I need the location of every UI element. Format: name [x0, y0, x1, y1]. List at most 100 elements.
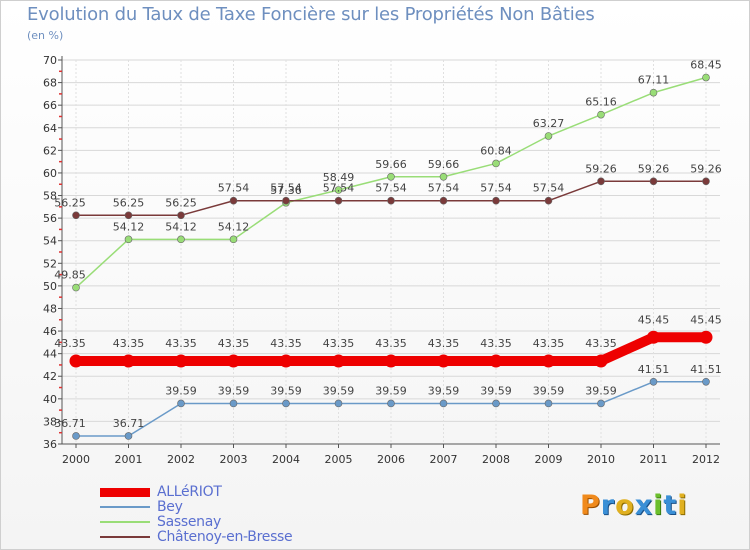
- data-label: 54.12: [218, 220, 250, 233]
- proxiti-logo: Proxiti: [580, 490, 688, 521]
- x-tick-label: 2004: [272, 453, 300, 466]
- logo-letter: o: [615, 490, 635, 521]
- data-label: 57.54: [323, 182, 355, 195]
- data-point: [647, 330, 660, 344]
- data-point: [72, 283, 80, 292]
- data-point: [649, 88, 658, 97]
- data-point: [174, 354, 188, 368]
- data-label: 59.26: [585, 162, 617, 175]
- logo-letter: i: [677, 490, 688, 521]
- y-tick-label: 52: [43, 257, 57, 270]
- data-label: 67.11: [638, 74, 670, 87]
- data-point: [177, 235, 185, 244]
- x-tick-label: 2002: [167, 453, 195, 466]
- data-point: [177, 399, 185, 408]
- legend-label: ALLéRIOT: [157, 484, 222, 500]
- data-label: 57.36: [270, 184, 302, 197]
- legend-label: Sassenay: [157, 514, 222, 530]
- data-label: 65.16: [585, 96, 617, 109]
- data-label: 36.71: [113, 417, 145, 430]
- data-point: [334, 196, 343, 205]
- line-chart: 36 38 40 42 44 46 48 50 52 54 56 58 60 62 64 66 68 70 2000…: [43, 54, 722, 466]
- data-point: [227, 354, 240, 368]
- data-label: 59.66: [428, 158, 460, 171]
- logo-letter: P: [580, 490, 601, 521]
- data-label: 39.59: [218, 384, 250, 397]
- data-point: [332, 354, 345, 368]
- data-point: [229, 235, 238, 244]
- legend-swatch: [100, 487, 150, 497]
- chart-title: Evolution du Taux de Taxe Foncière sur l…: [27, 4, 595, 25]
- data-label: 57.54: [428, 182, 460, 195]
- legend-swatch: [100, 521, 150, 523]
- data-label: 43.35: [113, 337, 145, 350]
- y-axis-unit-label: (en %): [27, 29, 64, 42]
- y-tick-label: 66: [43, 99, 57, 112]
- logo-letter: x: [634, 490, 654, 521]
- data-point: [387, 172, 395, 181]
- data-point: [597, 110, 605, 119]
- data-point: [124, 235, 133, 244]
- y-tick-label: 58: [43, 190, 57, 203]
- data-label: 68.45: [690, 59, 722, 72]
- x-tick-label: 2003: [220, 453, 248, 466]
- data-label: 45.45: [690, 313, 722, 326]
- data-point: [282, 399, 290, 408]
- data-point: [702, 377, 710, 386]
- data-label: 39.59: [585, 384, 617, 397]
- data-point: [702, 73, 710, 82]
- data-label: 57.54: [218, 182, 250, 195]
- x-tick-label: 2000: [62, 453, 90, 466]
- y-tick-label: 44: [43, 348, 57, 361]
- data-label: 56.25: [165, 196, 197, 209]
- data-label: 39.59: [428, 384, 460, 397]
- data-label: 43.35: [375, 337, 407, 350]
- legend-swatch: [100, 506, 150, 508]
- x-tick-label: 2011: [640, 453, 668, 466]
- x-tick-label: 2009: [535, 453, 563, 466]
- data-label: 41.51: [690, 363, 722, 376]
- y-tick-label: 68: [43, 77, 57, 90]
- data-point: [649, 377, 658, 386]
- data-point: [597, 399, 605, 408]
- data-label: 43.35: [585, 337, 617, 350]
- data-point: [544, 399, 553, 408]
- data-point: [229, 196, 238, 205]
- data-label: 41.51: [638, 363, 670, 376]
- data-point: [229, 399, 238, 408]
- data-label: 59.66: [375, 158, 407, 171]
- data-point: [334, 186, 343, 194]
- data-label: 57.54: [270, 182, 302, 195]
- data-label: 56.25: [54, 196, 86, 209]
- data-label: 43.35: [323, 337, 355, 350]
- y-tick-label: 62: [43, 144, 57, 157]
- data-label: 43.35: [218, 337, 250, 350]
- data-point: [384, 354, 398, 368]
- data-label: 36.71: [54, 417, 86, 430]
- y-tick-label: 56: [43, 212, 57, 225]
- data-label: 58.49: [323, 171, 355, 184]
- y-tick-label: 42: [43, 370, 57, 383]
- y-tick-label: 36: [43, 438, 57, 451]
- data-label: 43.35: [54, 337, 86, 350]
- y-tick-label: 46: [43, 325, 57, 338]
- data-point: [439, 172, 448, 181]
- data-point: [594, 354, 608, 368]
- x-tick-label: 2006: [377, 453, 405, 466]
- legend-label: Bey: [157, 499, 183, 515]
- data-point: [124, 211, 133, 220]
- logo-letter: r: [600, 490, 616, 521]
- data-point: [69, 354, 83, 368]
- data-label: 43.35: [270, 337, 302, 350]
- data-label: 49.85: [54, 269, 86, 282]
- data-point: [334, 399, 343, 408]
- data-point: [124, 432, 133, 440]
- legend-label: Châtenoy-en-Bresse: [157, 529, 293, 545]
- data-point: [544, 196, 553, 205]
- data-point: [72, 211, 80, 220]
- axis-layer: 36 38 40 42 44 46 48 50 52 54 56 58 60 62 64 66 68 70 2000…: [43, 54, 720, 466]
- y-tick-label: 50: [43, 280, 57, 293]
- data-label: 59.26: [690, 162, 722, 175]
- y-tick-label: 48: [43, 302, 57, 315]
